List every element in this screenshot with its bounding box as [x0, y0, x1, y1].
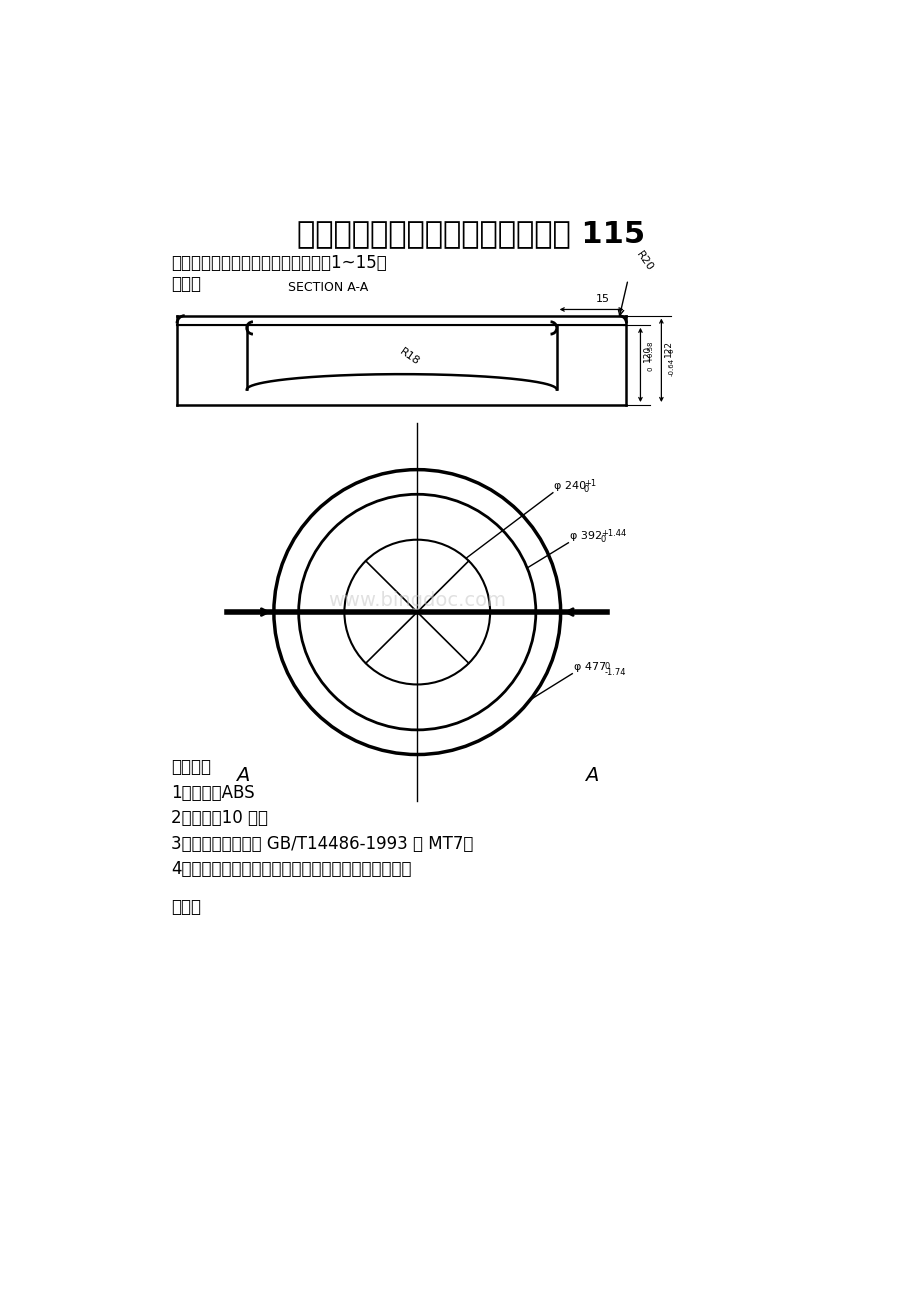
- Text: 第十组: 第十组: [171, 275, 200, 293]
- Text: 技术要求: 技术要求: [171, 758, 210, 776]
- Text: 4、要求塑件表面不得有气孔、熔接痕、飞边等缺陷。: 4、要求塑件表面不得有气孔、熔接痕、飞边等缺陷。: [171, 861, 411, 878]
- Text: 1、材料：ABS: 1、材料：ABS: [171, 784, 255, 802]
- Text: +0.58: +0.58: [647, 340, 652, 362]
- Text: www.bingdoc.com: www.bingdoc.com: [328, 591, 505, 611]
- Text: 122: 122: [663, 340, 672, 357]
- Text: +1.44: +1.44: [600, 529, 626, 538]
- Text: 0: 0: [584, 486, 588, 495]
- Text: 双分型面注射模具设计大作业题目（1~15）: 双分型面注射模具设计大作业题目（1~15）: [171, 254, 386, 272]
- Text: SECTION A-A: SECTION A-A: [288, 281, 368, 294]
- Text: 0: 0: [667, 349, 674, 353]
- Text: A: A: [584, 766, 597, 785]
- Text: R18: R18: [397, 346, 421, 367]
- Text: -0.64: -0.64: [667, 357, 674, 375]
- Text: +1: +1: [584, 479, 596, 488]
- Text: φ 392: φ 392: [569, 531, 601, 542]
- Text: 双分型面注射模具设计大作业题目 115: 双分型面注射模具设计大作业题目 115: [297, 219, 645, 249]
- Text: 0: 0: [647, 366, 652, 371]
- Text: 3、未注公差尺寸按 GB/T14486-1993 中 MT7。: 3、未注公差尺寸按 GB/T14486-1993 中 MT7。: [171, 835, 472, 853]
- Text: 0: 0: [600, 535, 606, 544]
- Text: 0: 0: [604, 661, 609, 671]
- Text: 120: 120: [642, 345, 651, 362]
- Text: φ 240: φ 240: [554, 482, 586, 491]
- Text: R20: R20: [633, 250, 654, 273]
- Text: φ 477: φ 477: [573, 663, 606, 672]
- Text: A: A: [236, 766, 249, 785]
- Text: 2、产量：10 万件: 2、产量：10 万件: [171, 810, 267, 827]
- Text: 第五组: 第五组: [171, 898, 200, 917]
- Text: -1.74: -1.74: [604, 668, 626, 677]
- Text: 15: 15: [596, 294, 609, 305]
